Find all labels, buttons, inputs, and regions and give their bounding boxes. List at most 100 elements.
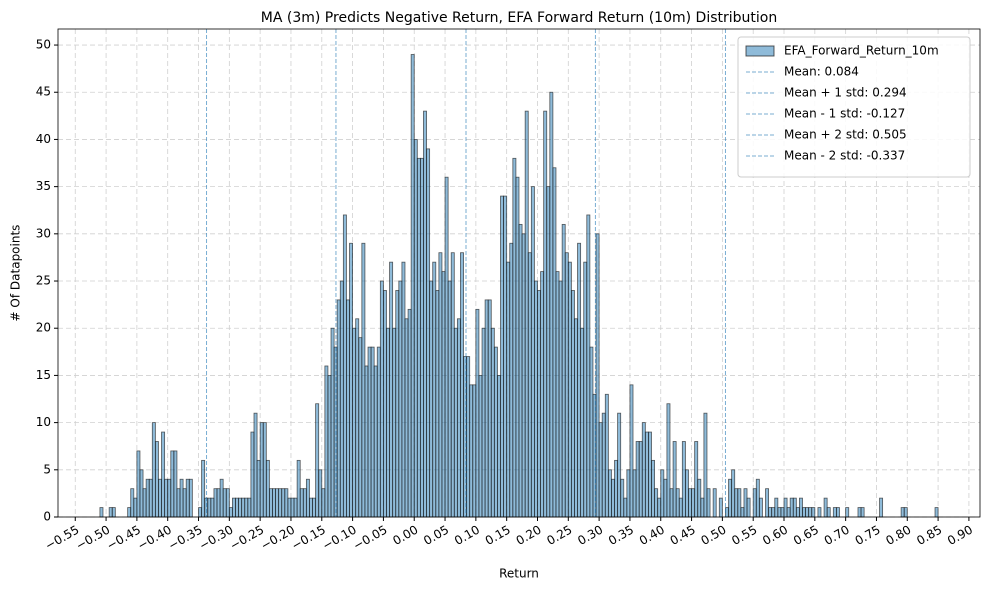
- bar: [148, 478, 153, 518]
- x-tick-label: 0.00: [390, 523, 420, 548]
- bar: [142, 488, 147, 518]
- bar: [290, 497, 295, 518]
- bar: [484, 299, 489, 518]
- bar: [259, 422, 264, 518]
- bar: [577, 242, 582, 518]
- bar: [151, 422, 156, 518]
- bar: [275, 488, 280, 518]
- bar: [614, 459, 619, 518]
- bar: [170, 450, 175, 518]
- bar: [860, 507, 865, 518]
- bar: [903, 507, 908, 518]
- bar: [595, 233, 600, 518]
- chart-title: MA (3m) Predicts Negative Return, EFA Fo…: [261, 10, 777, 26]
- bar: [256, 459, 261, 518]
- bar: [158, 478, 162, 518]
- bar: [379, 280, 384, 518]
- bar: [410, 54, 415, 518]
- bar: [302, 488, 307, 518]
- bar: [802, 507, 806, 518]
- bar: [438, 252, 443, 518]
- bar: [811, 507, 816, 518]
- bar: [555, 271, 560, 518]
- x-tick-label: −0.05: [351, 523, 390, 554]
- bar: [136, 450, 141, 518]
- x-tick-label: −0.40: [135, 523, 174, 554]
- bar: [324, 365, 329, 518]
- bar: [817, 507, 822, 518]
- bar: [401, 261, 406, 518]
- bar: [506, 261, 511, 518]
- x-tick-label: 0.60: [760, 523, 790, 548]
- bar: [225, 488, 230, 518]
- bar: [546, 186, 551, 518]
- bar: [755, 478, 760, 518]
- bar: [268, 488, 273, 518]
- bar: [607, 469, 612, 518]
- bar: [857, 507, 862, 518]
- legend-label: Mean: 0.084: [784, 65, 859, 79]
- bar: [666, 403, 671, 518]
- bar: [629, 384, 634, 518]
- bar: [728, 478, 733, 518]
- x-tick-label: 0.75: [853, 523, 883, 548]
- bar: [389, 261, 394, 518]
- bar: [795, 507, 800, 518]
- bar: [312, 497, 317, 518]
- y-tick-label: 40: [36, 132, 51, 146]
- x-tick-label: 0.35: [606, 523, 636, 548]
- bar: [361, 242, 366, 518]
- bar: [392, 327, 397, 518]
- x-tick-label: −0.55: [43, 523, 82, 554]
- bar: [783, 497, 788, 518]
- bar: [293, 497, 298, 518]
- bar: [512, 157, 517, 518]
- x-tick-label: 0.05: [421, 523, 451, 548]
- bar: [611, 478, 615, 518]
- bar: [718, 497, 723, 518]
- x-axis-label: Return: [499, 567, 539, 581]
- bar: [678, 497, 683, 518]
- legend-label: Mean + 1 std: 0.294: [784, 86, 907, 100]
- bar: [327, 375, 332, 518]
- bar: [675, 488, 680, 518]
- x-tick-label: 0.90: [945, 523, 975, 548]
- legend-label: Mean + 2 std: 0.505: [784, 128, 907, 142]
- bar: [651, 459, 655, 518]
- bar: [694, 441, 699, 518]
- bar: [509, 242, 514, 518]
- bar: [99, 507, 104, 518]
- bar: [244, 497, 249, 518]
- x-tick-label: 0.85: [914, 523, 944, 548]
- bar: [188, 478, 193, 518]
- bar: [632, 469, 637, 518]
- bar: [768, 507, 773, 518]
- bar: [364, 365, 369, 518]
- bar: [657, 497, 662, 518]
- bar: [765, 488, 770, 518]
- bar: [567, 261, 572, 518]
- bar: [561, 223, 566, 518]
- bar: [176, 488, 181, 518]
- bar: [487, 299, 492, 518]
- bar: [481, 327, 486, 518]
- bar: [309, 497, 313, 518]
- bar: [515, 176, 520, 518]
- legend-swatch: [745, 45, 775, 57]
- bar: [164, 478, 169, 518]
- bar: [207, 497, 212, 518]
- bar: [552, 167, 557, 518]
- bar: [697, 478, 702, 518]
- bar: [740, 507, 745, 518]
- bar: [805, 507, 810, 518]
- bar: [133, 497, 138, 518]
- bar: [681, 441, 686, 518]
- bar: [228, 507, 233, 518]
- legend-label: Mean - 2 std: -0.337: [784, 149, 905, 163]
- y-tick-label: 25: [36, 274, 51, 288]
- bar: [521, 233, 526, 518]
- bar: [580, 327, 585, 518]
- y-tick-label: 50: [36, 38, 51, 52]
- bar: [250, 431, 255, 518]
- bar: [429, 280, 434, 518]
